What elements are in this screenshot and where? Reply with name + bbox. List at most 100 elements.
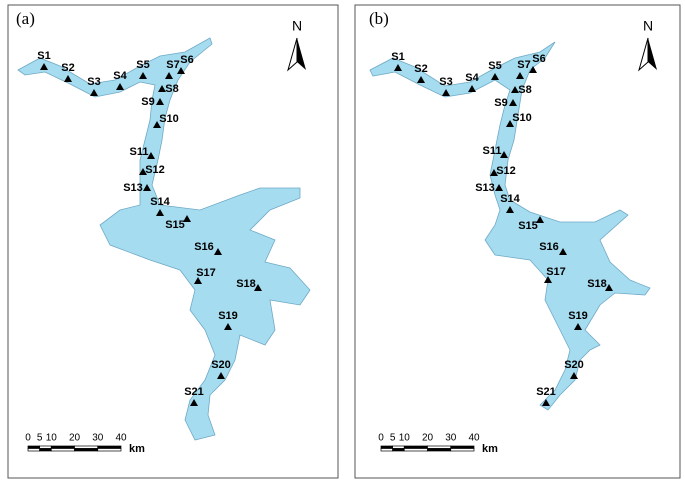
station-marker xyxy=(511,86,519,93)
scale-segment xyxy=(50,448,75,452)
scale-segment xyxy=(50,445,75,449)
scale-segment xyxy=(403,445,428,449)
water-body xyxy=(17,37,311,441)
station-marker xyxy=(156,209,164,216)
scale-segment xyxy=(380,445,393,449)
station-marker xyxy=(165,72,173,79)
station-label: S15 xyxy=(165,219,185,231)
station-marker xyxy=(417,76,425,83)
station-marker xyxy=(217,372,225,379)
scale-segment xyxy=(27,448,40,452)
station-label: S2 xyxy=(414,63,427,75)
scale-segment xyxy=(97,448,122,452)
station-marker xyxy=(139,168,147,175)
station-label: S1 xyxy=(391,51,404,63)
station-label: S11 xyxy=(130,146,149,158)
station-label: S14 xyxy=(500,193,520,205)
station-label: S1 xyxy=(37,50,50,62)
station-label: S6 xyxy=(180,54,193,66)
station-label: S20 xyxy=(564,359,584,371)
station-marker xyxy=(506,120,514,127)
station-label: S7 xyxy=(517,59,530,71)
scale-segment xyxy=(427,448,452,452)
station-marker xyxy=(536,216,544,223)
station-label: S13 xyxy=(475,182,495,194)
station-label: S16 xyxy=(194,241,214,253)
station-marker xyxy=(516,72,524,79)
station-label: S11 xyxy=(483,145,502,157)
station-label: S13 xyxy=(123,182,143,194)
station-marker xyxy=(194,277,202,284)
scale-segment xyxy=(39,445,52,449)
station-marker xyxy=(468,85,476,92)
scale-label: 0 xyxy=(25,433,31,444)
station-label: S8 xyxy=(165,83,178,95)
station-marker xyxy=(506,206,514,213)
station-marker xyxy=(544,276,552,283)
scale-label: 30 xyxy=(92,433,104,444)
station-label: S4 xyxy=(465,72,479,84)
scale-segment xyxy=(403,448,428,452)
scale-label: 40 xyxy=(115,433,127,444)
station-label: S9 xyxy=(141,96,154,108)
station-marker xyxy=(500,151,508,158)
station-marker xyxy=(605,284,613,291)
scale-label: 10 xyxy=(46,433,58,444)
station-label: S8 xyxy=(518,84,531,96)
station-marker xyxy=(183,215,191,222)
scale-segment xyxy=(427,445,452,449)
station-label: S16 xyxy=(539,241,559,253)
station-label: S9 xyxy=(494,97,507,109)
station-marker xyxy=(153,121,161,128)
station-marker xyxy=(394,64,402,71)
station-marker xyxy=(147,152,155,159)
north-arrow xyxy=(648,38,657,70)
station-label: S14 xyxy=(150,196,170,208)
scale-label: 30 xyxy=(445,433,457,444)
station-marker xyxy=(40,63,48,70)
station-marker xyxy=(116,83,124,90)
scale-label: 0 xyxy=(378,433,384,444)
station-marker xyxy=(495,184,503,191)
scale-segment xyxy=(27,445,40,449)
scale-unit: km xyxy=(482,443,498,455)
scale-unit: km xyxy=(129,443,145,455)
panel-label: (b) xyxy=(369,9,389,28)
station-label: S18 xyxy=(236,278,256,290)
station-marker xyxy=(190,399,198,406)
station-marker xyxy=(214,248,222,255)
station-label: S17 xyxy=(196,267,216,279)
station-label: S5 xyxy=(136,59,149,71)
scale-label: 20 xyxy=(69,433,81,444)
station-label: S10 xyxy=(159,113,179,125)
station-label: S19 xyxy=(218,310,238,322)
station-label: S4 xyxy=(113,70,127,82)
station-label: S20 xyxy=(211,359,231,371)
scale-segment xyxy=(392,445,405,449)
station-label: S3 xyxy=(87,76,100,88)
scale-segment xyxy=(450,448,475,452)
station-label: S5 xyxy=(488,60,501,72)
scale-label: 5 xyxy=(37,433,43,444)
scale-label: 5 xyxy=(390,433,396,444)
station-label: S12 xyxy=(496,165,516,177)
station-marker xyxy=(156,98,164,105)
north-arrow xyxy=(287,37,298,72)
station-marker xyxy=(491,73,499,80)
station-marker xyxy=(143,184,151,191)
station-label: S6 xyxy=(532,53,545,65)
station-marker xyxy=(254,284,262,291)
north-arrow xyxy=(638,37,649,72)
station-marker xyxy=(574,323,582,330)
scale-label: 10 xyxy=(399,433,411,444)
station-label: S18 xyxy=(587,278,607,290)
scale-segment xyxy=(97,445,122,449)
station-marker xyxy=(542,399,550,406)
scale-segment xyxy=(39,448,52,452)
station-marker xyxy=(177,67,185,74)
station-marker xyxy=(64,75,72,82)
station-marker xyxy=(158,85,166,92)
scale-label: 20 xyxy=(422,433,434,444)
station-marker xyxy=(442,89,450,96)
